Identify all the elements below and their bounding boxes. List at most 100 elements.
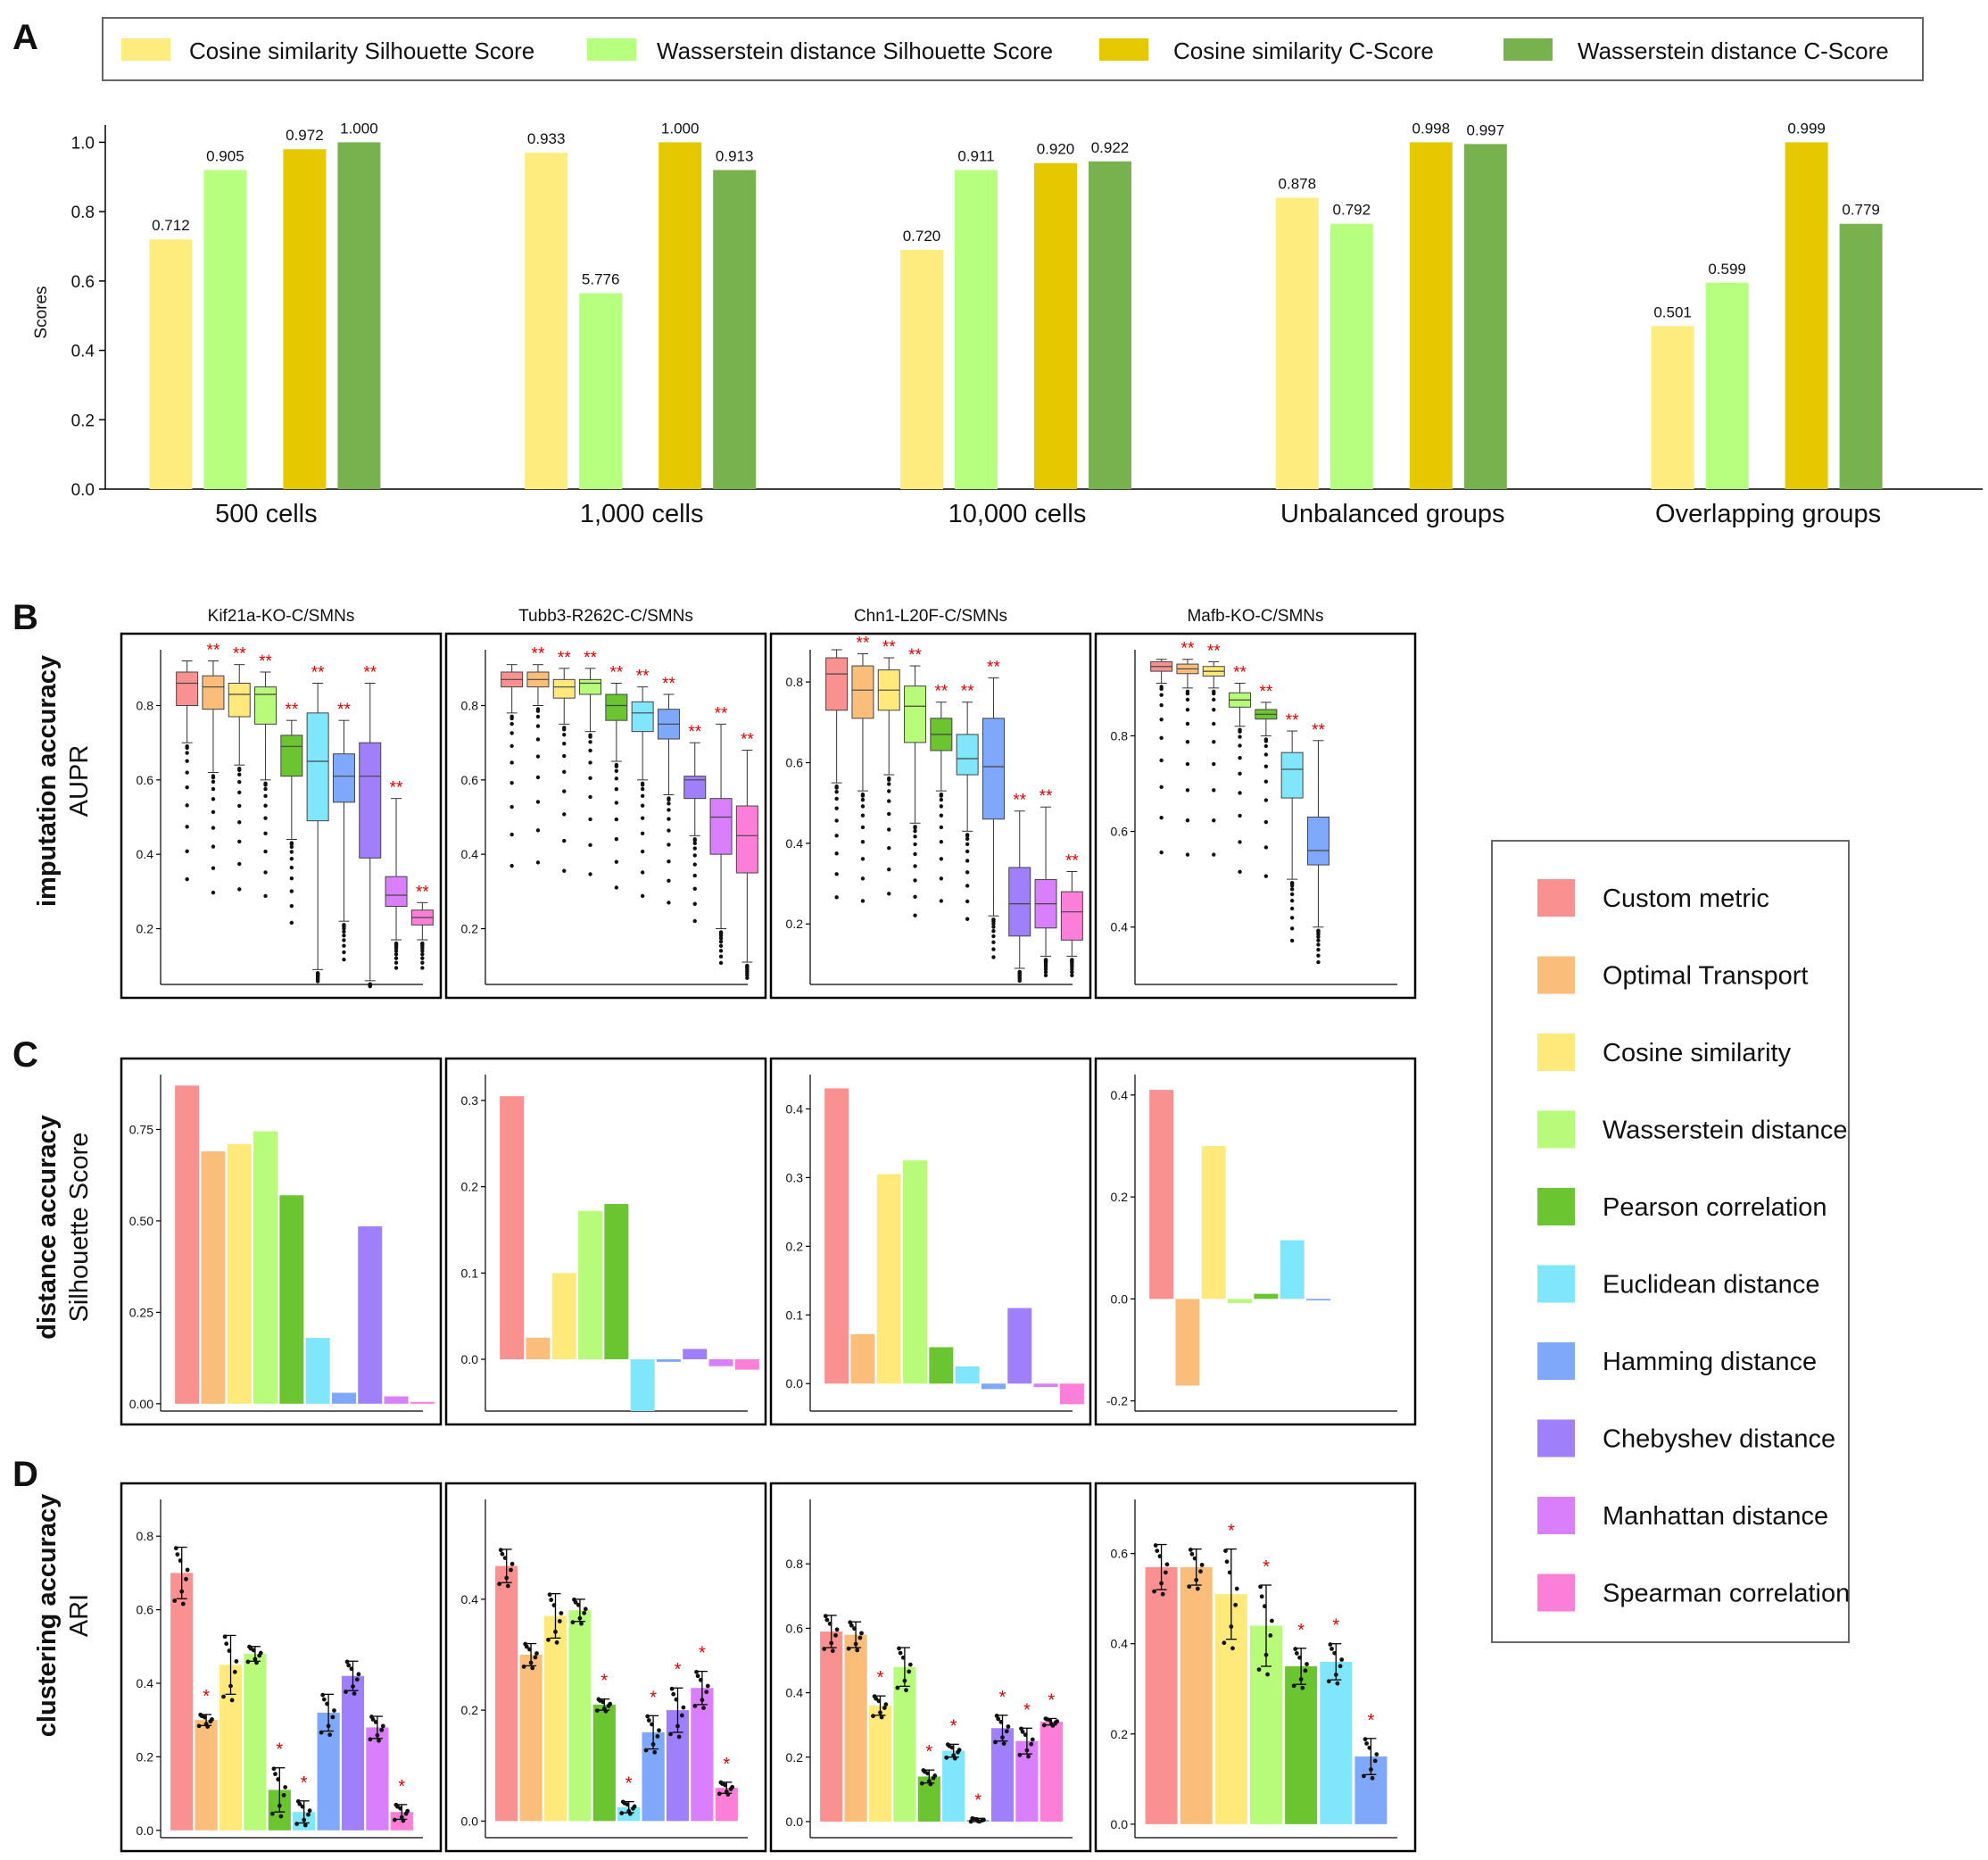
chart-b-outlier — [535, 714, 541, 719]
chart-b-outlier — [1159, 693, 1164, 697]
chart-c-3-frame — [1094, 1057, 1417, 1426]
chart-b-outlier — [535, 828, 541, 833]
chart-b-outlier — [342, 950, 346, 955]
chart-d-1-frame — [444, 1482, 767, 1853]
chart-c-bar — [253, 1131, 278, 1404]
chart-d-point — [857, 1635, 863, 1640]
chart-b-outlier — [342, 929, 346, 934]
chart-b-outlier — [1159, 785, 1164, 789]
chart-d-point — [1029, 1741, 1034, 1747]
chart-a-bar-label: 0.913 — [716, 148, 754, 165]
chart-b-box — [254, 686, 277, 725]
chart-c-bar — [201, 1151, 226, 1404]
chart-d-point — [1024, 1748, 1030, 1753]
chart-d-point — [498, 1548, 503, 1553]
chart-b-outlier — [718, 943, 724, 948]
chart-b-box — [228, 683, 251, 718]
chart-b-outlier — [887, 811, 891, 817]
chart-d-point — [297, 1801, 302, 1806]
legend-methods-swatch — [1537, 1110, 1575, 1149]
chart-d-point — [224, 1641, 229, 1647]
chart-d-point — [1152, 1589, 1156, 1594]
chart-a-ytick-label: 1.0 — [71, 134, 95, 153]
chart-d-point — [1189, 1551, 1195, 1557]
chart-b-outlier — [718, 960, 724, 966]
chart-b-outlier — [420, 946, 425, 951]
chart-a-bar-label: 0.920 — [1037, 141, 1075, 158]
chart-b-sig: ** — [882, 638, 896, 657]
chart-b-outlier — [211, 826, 216, 830]
chart-b-outlier — [1238, 743, 1242, 748]
chart-d-point — [185, 1567, 190, 1573]
chart-d-point — [1017, 1752, 1023, 1757]
chart-d-point — [395, 1804, 400, 1809]
chart-b-outlier — [939, 839, 944, 844]
chart-b-outlier — [289, 844, 294, 850]
chart-d-point — [717, 1791, 722, 1797]
chart-d-3-frame — [1094, 1482, 1417, 1853]
chart-d-point — [184, 1576, 188, 1582]
chart-d-point — [1199, 1562, 1205, 1567]
chart-b-outlier — [640, 816, 645, 820]
chart-a-xtick-label: Unbalanced groups — [1280, 500, 1505, 528]
chart-a-bar-label: 0.999 — [1787, 120, 1826, 137]
chart-d-point — [504, 1575, 509, 1581]
chart-b-outlier — [692, 846, 697, 851]
chart-b-outlier — [588, 748, 592, 753]
chart-d-point — [1300, 1685, 1305, 1690]
chart-d-point — [1155, 1549, 1160, 1554]
chart-b-outlier — [939, 804, 944, 809]
chart-d-point — [1222, 1640, 1227, 1646]
chart-d-point — [643, 1748, 649, 1753]
chart-d-bar — [341, 1675, 365, 1831]
chart-d-point — [1195, 1586, 1200, 1591]
chart-c-bar — [384, 1396, 409, 1404]
chart-d-bar — [1320, 1661, 1353, 1824]
chart-d-point — [957, 1748, 962, 1753]
chart-d-point — [1326, 1679, 1331, 1684]
chart-b-outlier — [509, 731, 514, 735]
chart-c-2-frame — [769, 1057, 1092, 1426]
chart-b-outlier — [1212, 818, 1216, 823]
chart-d-sig: * — [1228, 1522, 1235, 1541]
chart-c-3-ytick-label: 0.0 — [1111, 1291, 1129, 1306]
chart-c-bar — [578, 1210, 603, 1359]
chart-b-box — [605, 693, 628, 721]
chart-b-outlier — [834, 790, 839, 794]
chart-b-outlier — [1263, 845, 1269, 850]
chart-d-point — [1263, 1652, 1269, 1657]
chart-b-outlier — [1185, 691, 1190, 696]
legend-methods-label: Cosine similarity — [1603, 1039, 1792, 1067]
chart-c-bar — [279, 1195, 304, 1404]
chart-d-bar — [1180, 1566, 1213, 1824]
chart-c-0-ytick-label: 0.75 — [129, 1122, 153, 1136]
chart-d-point — [1224, 1559, 1230, 1565]
chart-d-point — [1370, 1775, 1375, 1781]
chart-a-ylabel: Scores — [32, 286, 51, 338]
chart-b-outlier — [913, 842, 917, 847]
chart-d-point — [576, 1602, 581, 1607]
chart-b-outlier — [185, 803, 189, 808]
chart-d-point — [1188, 1547, 1193, 1552]
chart-c-1-ytick-label: 0.1 — [461, 1266, 479, 1280]
chart-b-outlier — [692, 873, 697, 878]
chart-b-outlier — [1159, 850, 1164, 855]
chart-d-point — [1270, 1618, 1274, 1623]
legend-a: Cosine similarity Silhouette Score Wasse… — [102, 17, 1924, 81]
chart-a-ytick-label: 0.2 — [71, 411, 95, 430]
chart-d-point — [619, 1811, 625, 1815]
chart-b-outlier — [535, 860, 541, 865]
chart-b-title: Kif21a-KO-C/SMNs — [208, 607, 355, 626]
chart-d-point — [674, 1697, 679, 1702]
chart-b-outlier — [342, 957, 346, 962]
chart-c-2-ytick-label: 0.1 — [786, 1308, 804, 1322]
chart-d-2-ytick-label: 0.8 — [786, 1557, 804, 1571]
chart-b-outlier — [1185, 740, 1190, 744]
chart-b-outlier — [718, 954, 724, 959]
chart-b-outlier — [1185, 852, 1190, 857]
chart-d-sig: * — [203, 1687, 210, 1706]
chart-b-outlier — [535, 737, 541, 742]
chart-c-bar — [551, 1273, 576, 1359]
chart-b-outlier — [913, 894, 917, 900]
chart-b-sig: ** — [311, 664, 325, 683]
